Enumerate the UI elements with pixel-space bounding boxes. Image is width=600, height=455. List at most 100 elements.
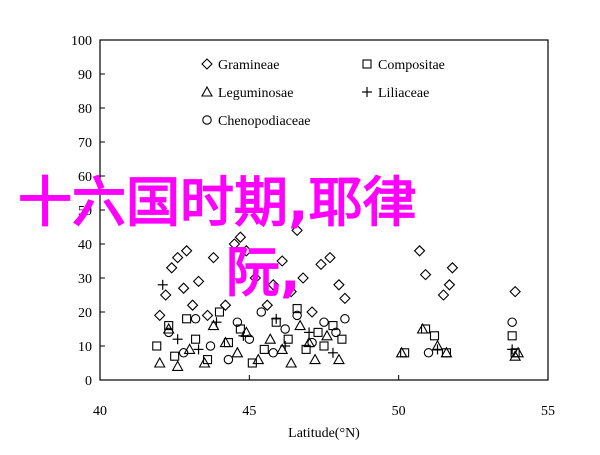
point-diamond bbox=[207, 251, 220, 264]
data-points bbox=[152, 224, 525, 371]
y-tick-label: 30 bbox=[78, 272, 92, 287]
point-circle bbox=[223, 354, 234, 365]
point-diamond bbox=[446, 262, 459, 274]
point-diamond bbox=[306, 306, 318, 318]
point-triangle bbox=[294, 319, 307, 331]
point-diamond bbox=[324, 251, 336, 264]
point-triangle bbox=[512, 346, 525, 358]
point-square bbox=[214, 307, 225, 317]
y-tick-label: 0 bbox=[85, 374, 92, 389]
point-plus bbox=[432, 344, 443, 355]
legend-marker-circle bbox=[202, 115, 212, 125]
point-circle bbox=[331, 327, 341, 338]
point-diamond bbox=[291, 224, 303, 237]
point-diamond bbox=[339, 292, 351, 305]
point-circle bbox=[256, 307, 267, 317]
point-plus bbox=[271, 313, 282, 324]
point-diamond bbox=[261, 299, 274, 311]
point-triangle bbox=[264, 333, 277, 344]
point-plus bbox=[193, 344, 204, 355]
legend-marker-plus bbox=[362, 87, 372, 97]
point-triangle bbox=[509, 350, 522, 361]
point-diamond bbox=[159, 289, 172, 301]
point-diamond bbox=[201, 309, 214, 322]
point-circle bbox=[507, 317, 517, 327]
point-triangle bbox=[395, 346, 408, 358]
y-tick-label: 80 bbox=[78, 102, 92, 117]
point-diamond bbox=[413, 245, 426, 257]
point-triangle bbox=[153, 356, 166, 368]
legend-label: Compositae bbox=[378, 58, 445, 73]
point-circle bbox=[307, 337, 317, 348]
point-triangle bbox=[309, 353, 321, 365]
point-circle bbox=[178, 348, 189, 358]
point-circle bbox=[292, 310, 302, 321]
y-tick-label: 90 bbox=[78, 68, 92, 83]
point-square bbox=[152, 341, 162, 351]
point-plus bbox=[304, 327, 315, 338]
y-tick-label: 10 bbox=[78, 340, 92, 355]
point-circle bbox=[244, 334, 255, 344]
y-tick-label: 50 bbox=[78, 204, 92, 219]
point-plus bbox=[157, 279, 168, 290]
point-plus bbox=[507, 344, 518, 355]
point-triangle bbox=[198, 356, 211, 368]
x-tick-label: 50 bbox=[392, 404, 406, 419]
y-tick-label: 60 bbox=[78, 170, 92, 185]
point-square bbox=[259, 344, 269, 354]
point-diamond bbox=[228, 238, 241, 250]
point-circle bbox=[340, 314, 350, 324]
point-plus bbox=[211, 317, 222, 328]
point-circle bbox=[319, 317, 329, 327]
point-diamond bbox=[234, 231, 247, 243]
point-triangle bbox=[171, 360, 184, 371]
point-diamond bbox=[267, 279, 280, 291]
plot-area bbox=[99, 39, 549, 381]
point-triangle bbox=[252, 353, 265, 365]
point-square bbox=[170, 351, 180, 361]
point-diamond bbox=[419, 268, 432, 281]
point-square bbox=[164, 321, 174, 331]
point-diamond bbox=[165, 262, 178, 274]
point-diamond bbox=[315, 258, 327, 271]
point-diamond bbox=[249, 272, 262, 284]
point-circle bbox=[205, 341, 216, 351]
point-triangle bbox=[183, 343, 196, 354]
point-triangle bbox=[416, 322, 429, 334]
point-triangle bbox=[332, 353, 345, 365]
legend-marker-triangle bbox=[201, 85, 213, 97]
legend-label: Leguminosae bbox=[218, 86, 293, 101]
point-triangle bbox=[303, 336, 316, 348]
point-square bbox=[507, 331, 517, 341]
legend-label: Gramineae bbox=[218, 58, 279, 73]
point-diamond bbox=[153, 309, 166, 322]
point-square bbox=[319, 341, 329, 351]
point-square bbox=[283, 334, 293, 344]
point-diamond bbox=[240, 245, 253, 257]
point-triangle bbox=[440, 346, 453, 358]
point-diamond bbox=[219, 299, 232, 311]
point-triangle bbox=[231, 346, 244, 358]
point-diamond bbox=[171, 251, 184, 264]
x-tick-label: 55 bbox=[541, 404, 555, 419]
y-tick-label: 100 bbox=[71, 34, 92, 49]
point-circle bbox=[232, 317, 243, 327]
point-diamond bbox=[192, 275, 205, 288]
point-diamond bbox=[186, 299, 199, 311]
point-square bbox=[182, 314, 192, 324]
legend-marker-square bbox=[362, 59, 372, 69]
point-square bbox=[191, 334, 201, 344]
point-circle bbox=[163, 327, 174, 338]
point-plus bbox=[172, 334, 183, 345]
legend: Gramineae Compositae Leguminosae Liliaceae C… bbox=[201, 58, 445, 129]
legend-marker-diamond bbox=[201, 58, 213, 70]
point-plus bbox=[280, 341, 291, 351]
point-square bbox=[292, 304, 302, 314]
y-tick-label: 20 bbox=[78, 306, 92, 321]
point-circle bbox=[268, 348, 278, 358]
y-tick-label: 40 bbox=[78, 238, 92, 253]
point-square bbox=[301, 344, 311, 354]
point-circle bbox=[423, 348, 434, 358]
point-diamond bbox=[180, 245, 193, 257]
